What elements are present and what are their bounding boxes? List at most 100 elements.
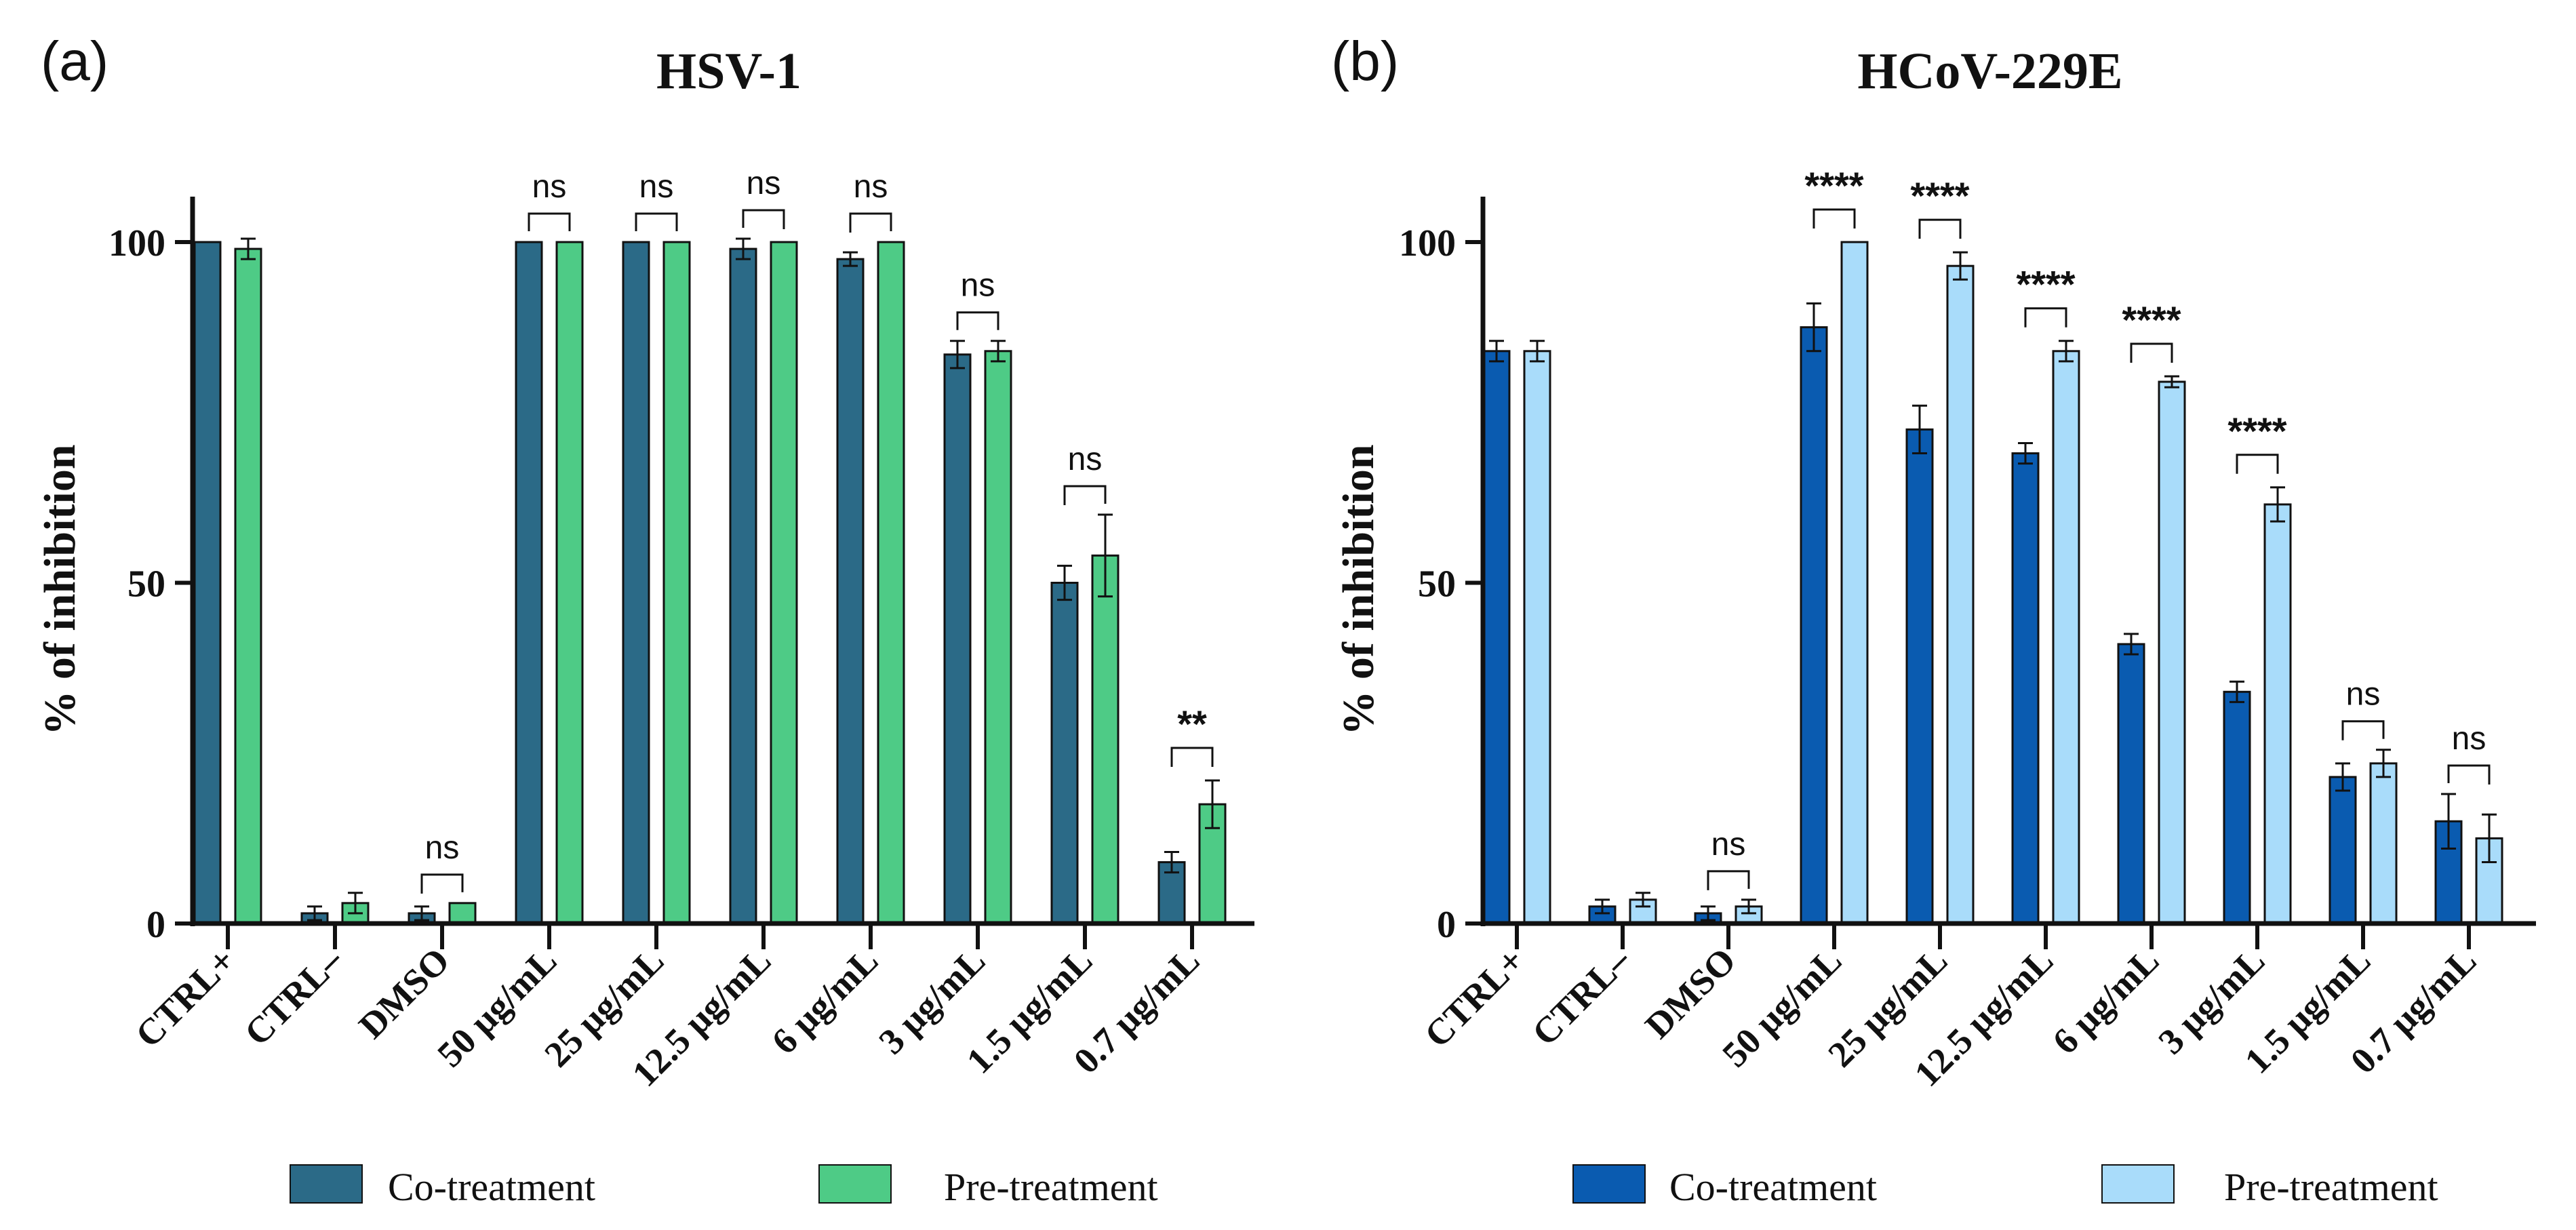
error-bars-group: [241, 237, 1220, 921]
bar-pre-treatment: [448, 902, 477, 925]
error-bar: [1530, 340, 1545, 363]
error-bar: [1098, 513, 1113, 598]
error-bar: [991, 340, 1006, 363]
error-bar: [2230, 680, 2244, 703]
x-tick-label: 6 µg/mL: [2044, 940, 2166, 1062]
bar-co-treatment: [2223, 690, 2251, 925]
y-tick-label: 100: [108, 222, 165, 264]
y-axis-label: % of inhibition: [35, 444, 85, 735]
bar-co-treatment: [515, 241, 543, 925]
significance-label: ****: [2227, 410, 2286, 452]
significance-bracket: [2341, 720, 2385, 740]
bar-pre-treatment: [984, 350, 1012, 925]
chart-title: HCoV-229E: [1857, 43, 2122, 100]
chart-title: HSV-1: [656, 43, 801, 100]
x-tick-label: CTRL+: [1416, 940, 1532, 1055]
significance-bracket: [2024, 307, 2067, 328]
panel-letter: (a): [41, 31, 108, 92]
error-bar: [2059, 340, 2074, 363]
bar-pre-treatment: [1091, 554, 1119, 925]
bar-co-treatment: [1050, 582, 1079, 925]
y-ticks-group: 0 50 100: [108, 222, 193, 946]
significance-label: ns: [425, 830, 460, 866]
error-bar: [2164, 375, 2179, 389]
bar-pre-treatment: [2263, 503, 2292, 925]
error-bar: [2018, 441, 2033, 465]
significance-label: **: [1177, 702, 1207, 745]
error-bar: [241, 237, 256, 260]
bar-co-treatment: [2011, 452, 2040, 925]
legend-swatch-pre-treatment: [2101, 1164, 2175, 1204]
error-bar: [1595, 898, 1610, 915]
significance-label: ns: [2346, 677, 2381, 713]
y-tick-label: 50: [127, 563, 165, 606]
bar-pre-treatment: [2158, 380, 2186, 925]
significance-label: ns: [532, 169, 567, 205]
x-tick-label: CTRL–: [1524, 939, 1638, 1053]
significance-bracket: [528, 212, 571, 231]
significance-bracket: [1707, 870, 1750, 890]
bar-pre-treatment: [1946, 264, 1975, 925]
significance-label: ns: [1068, 441, 1103, 477]
significance-bracket: [635, 212, 678, 231]
error-bar: [307, 905, 322, 921]
x-tick-label: 6 µg/mL: [764, 940, 886, 1062]
panel-b: (b) HCoV-229E % of inhibition ns **** ****…: [1331, 31, 2536, 1209]
bar-pre-treatment: [2369, 762, 2398, 925]
y-tick-label: 0: [1437, 904, 1456, 946]
y-tick-label: 50: [1418, 563, 1456, 606]
bar-pre-treatment: [234, 247, 262, 925]
bar-co-treatment: [836, 258, 865, 925]
y-ticks-group: 0 50 100: [1399, 222, 1483, 946]
error-bar: [2124, 633, 2139, 656]
significance-label: ns: [2452, 721, 2486, 757]
error-bar: [1164, 850, 1179, 874]
bars-group: [1482, 241, 2503, 925]
significance-label: ns: [854, 169, 888, 205]
bar-pre-treatment: [1840, 241, 1869, 925]
significance-bracket: [742, 209, 785, 229]
legend-label-pre-treatment: Pre-treatment: [944, 1165, 1158, 1209]
error-bar: [1741, 898, 1756, 915]
error-bar: [950, 340, 965, 370]
significance-label: ****: [2122, 298, 2181, 341]
significance-label: ns: [747, 165, 781, 201]
bar-pre-treatment: [2475, 837, 2503, 925]
error-bar: [1489, 340, 1504, 363]
legend-swatch-pre-treatment: [818, 1164, 892, 1204]
bar-pre-treatment: [2052, 350, 2080, 925]
significance-bracket: [849, 212, 892, 233]
bar-co-treatment: [943, 353, 972, 925]
legend-label-pre-treatment: Pre-treatment: [2224, 1165, 2438, 1209]
bars-group: [193, 241, 1227, 925]
bar-pre-treatment: [662, 241, 691, 925]
error-bar: [736, 237, 751, 260]
error-bar: [1912, 404, 1927, 455]
significance-group: ns ns ns ns ns ns ns **: [420, 165, 1214, 894]
significance-bracket: [956, 311, 999, 330]
error-bar: [843, 251, 858, 267]
legend-swatch-co-treatment: [290, 1164, 363, 1204]
bar-co-treatment: [1482, 350, 1511, 925]
error-bar: [1205, 779, 1220, 829]
significance-bracket: [2236, 454, 2279, 474]
significance-bracket: [2130, 342, 2173, 363]
y-tick-label: 100: [1399, 222, 1456, 264]
legend-label-co-treatment: Co-treatment: [1669, 1165, 1877, 1209]
significance-group: ns **** **** **** **** **** ns ns: [1707, 164, 2491, 890]
bar-co-treatment: [622, 241, 650, 925]
error-bars-group: [1489, 251, 2497, 921]
y-tick-label: 0: [146, 904, 165, 946]
significance-label: ****: [1910, 174, 1969, 217]
error-bar: [414, 905, 429, 921]
significance-bracket: [420, 873, 464, 894]
legend: Co-treatment Pre-treatment: [290, 1164, 1158, 1209]
significance-bracket: [2447, 764, 2491, 785]
bar-co-treatment: [2117, 643, 2145, 925]
x-tick-label: CTRL–: [237, 939, 351, 1053]
legend-label-co-treatment: Co-treatment: [388, 1165, 595, 1209]
bar-pre-treatment: [770, 241, 798, 925]
